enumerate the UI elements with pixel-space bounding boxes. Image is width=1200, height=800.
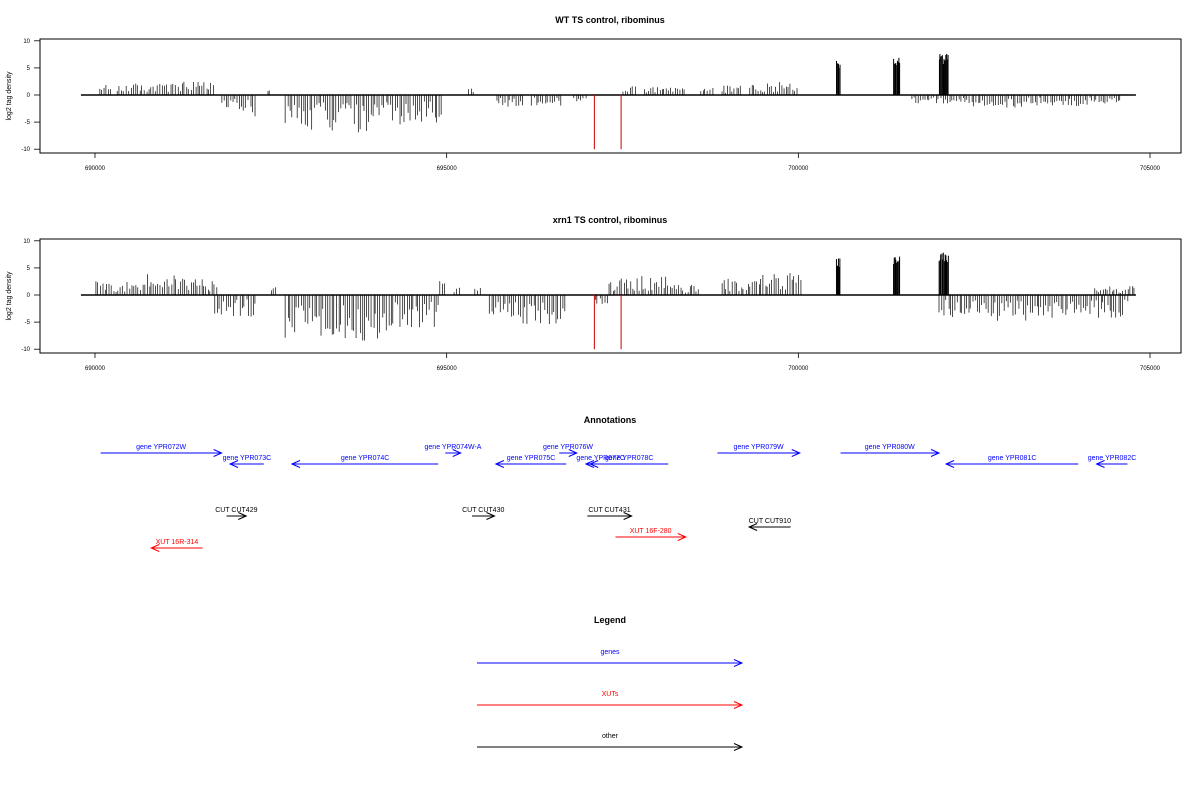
wt-y-tick-label: 5 bbox=[27, 66, 31, 72]
wt-axes: -10 -5 0 5 10 690000 695000 700000 705000 bbox=[21, 39, 1160, 172]
feature-label-cut-cut430: CUT CUT430 bbox=[462, 507, 504, 514]
wt-y-axis-label: log2 tag density bbox=[6, 71, 13, 121]
legend-title: Legend bbox=[594, 615, 626, 625]
feature-label-gene-ypr079w: gene YPR079W bbox=[734, 444, 784, 451]
feature-label-gene-ypr075c: gene YPR075C bbox=[507, 455, 556, 462]
xrn1-x-tick-label: 700000 bbox=[788, 366, 809, 372]
feature-label-xut-16r-314: XUT 16R-314 bbox=[156, 539, 199, 546]
xrn1-track-title: xrn1 TS control, ribominus bbox=[553, 215, 668, 225]
feature-arrowhead bbox=[486, 512, 496, 520]
feature-label-gene-ypr080w: gene YPR080W bbox=[865, 444, 915, 451]
legend-label-other: other bbox=[602, 733, 619, 740]
feature-label-gene-ypr082c: gene YPR082C bbox=[1088, 455, 1137, 462]
feature-arrowhead bbox=[930, 449, 941, 457]
feature-label-gene-ypr074w-a: gene YPR074W-A bbox=[425, 444, 482, 451]
xrn1-x-tick-label: 695000 bbox=[437, 366, 458, 372]
feature-label-gene-ypr074c: gene YPR074C bbox=[341, 455, 390, 462]
feature-arrowhead bbox=[290, 460, 301, 468]
xrn1-y-tick-label: -5 bbox=[25, 320, 31, 326]
wt-plot-frame bbox=[39, 38, 1182, 154]
wt-x-tick-label: 695000 bbox=[437, 166, 458, 172]
feature-arrowhead bbox=[944, 460, 955, 468]
legend-arrowhead bbox=[733, 659, 744, 667]
wt-y-tick-label: 10 bbox=[23, 39, 30, 45]
wt-track-panel: WT TS control, ribominus log2 tag densit… bbox=[6, 15, 1182, 172]
legend-label-gene: genes bbox=[600, 649, 620, 656]
feature-arrowhead bbox=[238, 512, 248, 520]
feature-arrowhead bbox=[747, 523, 758, 531]
feature-arrowhead bbox=[584, 460, 595, 468]
xrn1-y-tick-label: -10 bbox=[21, 347, 30, 353]
feature-arrowhead bbox=[213, 449, 223, 457]
xrn1-x-tick-label: 705000 bbox=[1140, 366, 1161, 372]
xrn1-plot-frame bbox=[39, 238, 1182, 354]
legend-arrowhead bbox=[733, 701, 744, 709]
wt-x-tick-label: 705000 bbox=[1140, 166, 1161, 172]
feature-arrowhead bbox=[452, 449, 462, 457]
xrn1-signal-bars bbox=[80, 252, 1136, 350]
wt-y-tick-label: -10 bbox=[21, 147, 30, 153]
feature-label-cut-cut429: CUT CUT429 bbox=[215, 507, 257, 514]
xrn1-y-tick-label: 10 bbox=[23, 239, 30, 245]
feature-label-gene-ypr073c: gene YPR073C bbox=[223, 455, 272, 462]
wt-signal-bars bbox=[80, 53, 1136, 150]
legend-items: genes XUTs other bbox=[477, 649, 744, 751]
feature-arrowhead bbox=[1095, 460, 1105, 468]
feature-arrowhead bbox=[228, 460, 239, 468]
annotations-title: Annotations bbox=[584, 415, 637, 425]
wt-x-tick-label: 690000 bbox=[85, 166, 106, 172]
annotation-features: gene YPR072W gene YPR073C gene YPR074C gene… bbox=[100, 444, 1137, 552]
wt-track-title: WT TS control, ribominus bbox=[555, 15, 665, 25]
xrn1-x-tick-label: 690000 bbox=[85, 366, 106, 372]
xrn1-track-panel: xrn1 TS control, ribominus log2 tag dens… bbox=[6, 215, 1182, 372]
feature-arrowhead bbox=[150, 544, 160, 552]
xrn1-axes: -10 -5 0 5 10 690000 695000 700000 705000 bbox=[21, 239, 1160, 372]
xrn1-y-tick-label: 5 bbox=[27, 266, 31, 272]
feature-arrowhead bbox=[791, 449, 801, 457]
feature-label-gene-ypr081c: gene YPR081C bbox=[988, 455, 1037, 462]
legend-arrowhead bbox=[733, 743, 744, 751]
feature-label-gene-ypr072w: gene YPR072W bbox=[136, 444, 186, 451]
feature-label-cut-cut431: CUT CUT431 bbox=[588, 507, 630, 514]
feature-label-xut-16f-280: XUT 16F-280 bbox=[630, 528, 672, 535]
legend-panel: Legend genes XUTs other bbox=[477, 615, 744, 751]
feature-label-gene-ypr076w: gene YPR076W bbox=[543, 444, 593, 451]
feature-arrowhead bbox=[623, 512, 633, 520]
feature-label-cut-cut910: CUT CUT910 bbox=[749, 518, 791, 525]
xrn1-y-tick-label: 0 bbox=[27, 293, 31, 299]
legend-label-xut: XUTs bbox=[602, 691, 619, 698]
feature-arrowhead bbox=[588, 460, 599, 468]
xrn1-y-axis-label: log2 tag density bbox=[6, 271, 13, 321]
feature-label-gene-ypr078c: gene YPR078C bbox=[605, 455, 654, 462]
wt-x-tick-label: 700000 bbox=[788, 166, 809, 172]
feature-arrowhead bbox=[494, 460, 505, 468]
wt-y-tick-label: -5 bbox=[25, 120, 31, 126]
feature-label-gene-ypr077c: gene YPR077C bbox=[576, 455, 625, 462]
feature-arrowhead bbox=[568, 449, 579, 457]
wt-y-tick-label: 0 bbox=[27, 93, 31, 99]
feature-arrowhead bbox=[677, 533, 688, 541]
